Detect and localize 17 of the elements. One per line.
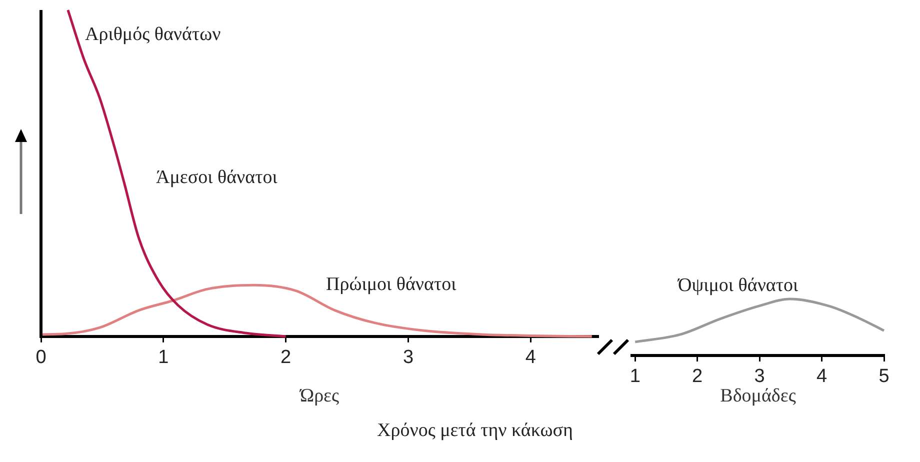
text: Χρόνος μετά την κάκωση [376,420,574,442]
series-label: Πρώιμοι θάνατοι [326,274,458,295]
x-axis-title: Ώρες [298,386,340,407]
x-tick-label: 2 [280,347,292,368]
x-axis-title: Βδομάδες [720,386,796,407]
x-tick-label: 2 [692,366,703,388]
x-tick-label: 5 [878,366,890,388]
x-tick-label: 4 [525,347,536,368]
series-label: Άμεσοι θάνατοι [156,167,278,188]
x-tick-label: 0 [36,347,46,368]
x-tick-label: 1 [630,366,640,388]
x-tick-label: 4 [816,366,828,388]
x-tick-label: 1 [158,347,169,368]
y-axis-title: Αριθμός θανάτων [85,24,222,45]
x-tick-label: 3 [754,366,765,388]
x-tick-label: 3 [402,347,414,368]
series-label: Όψιμοι θάνατοι [677,275,800,296]
